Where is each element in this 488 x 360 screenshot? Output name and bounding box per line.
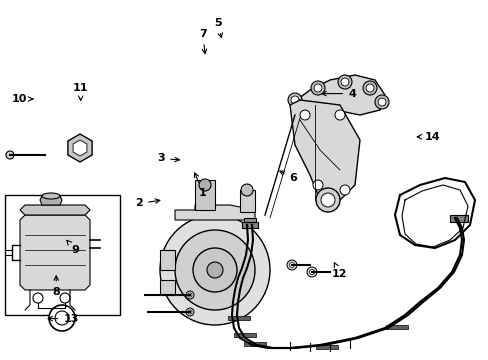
Polygon shape xyxy=(160,280,175,295)
Circle shape xyxy=(287,93,302,107)
Circle shape xyxy=(312,180,323,190)
Circle shape xyxy=(365,84,373,92)
Polygon shape xyxy=(242,222,258,228)
Circle shape xyxy=(199,179,210,191)
Polygon shape xyxy=(73,140,87,156)
Polygon shape xyxy=(40,196,62,205)
Polygon shape xyxy=(289,75,384,115)
Polygon shape xyxy=(289,100,359,200)
Text: 12: 12 xyxy=(331,263,347,279)
Bar xyxy=(240,190,254,212)
Polygon shape xyxy=(20,215,90,290)
Polygon shape xyxy=(68,134,92,162)
Circle shape xyxy=(206,262,223,278)
Circle shape xyxy=(374,95,388,109)
Circle shape xyxy=(286,260,296,270)
Circle shape xyxy=(60,293,70,303)
Circle shape xyxy=(362,81,376,95)
Polygon shape xyxy=(195,180,215,210)
Text: 2: 2 xyxy=(135,198,160,208)
Circle shape xyxy=(49,305,75,331)
Circle shape xyxy=(309,270,314,274)
Circle shape xyxy=(377,98,385,106)
Text: 11: 11 xyxy=(73,83,88,100)
Circle shape xyxy=(315,188,339,212)
Circle shape xyxy=(185,308,194,316)
Text: 1: 1 xyxy=(194,173,206,198)
Text: 3: 3 xyxy=(157,153,179,163)
Text: 5: 5 xyxy=(213,18,222,37)
Polygon shape xyxy=(385,325,407,329)
Circle shape xyxy=(340,78,348,86)
Polygon shape xyxy=(234,333,256,337)
Text: 4: 4 xyxy=(321,89,355,99)
Polygon shape xyxy=(449,215,467,222)
Text: 9: 9 xyxy=(67,240,80,255)
Circle shape xyxy=(175,230,254,310)
Polygon shape xyxy=(244,218,256,222)
Circle shape xyxy=(185,291,194,299)
Bar xyxy=(5,195,120,315)
Circle shape xyxy=(337,75,351,89)
Text: 13: 13 xyxy=(48,314,79,324)
Text: 8: 8 xyxy=(52,276,60,297)
Circle shape xyxy=(187,293,192,297)
Circle shape xyxy=(339,185,349,195)
Text: 7: 7 xyxy=(199,29,206,54)
Polygon shape xyxy=(244,342,265,346)
Circle shape xyxy=(6,151,14,159)
Circle shape xyxy=(55,311,69,325)
Circle shape xyxy=(193,248,237,292)
Circle shape xyxy=(187,310,192,314)
Circle shape xyxy=(33,293,43,303)
Circle shape xyxy=(334,110,345,120)
Circle shape xyxy=(313,84,321,92)
Circle shape xyxy=(290,96,298,104)
Text: 10: 10 xyxy=(12,94,33,104)
Polygon shape xyxy=(175,205,254,220)
Polygon shape xyxy=(160,250,175,270)
Circle shape xyxy=(160,215,269,325)
Circle shape xyxy=(320,193,334,207)
Circle shape xyxy=(310,81,325,95)
Circle shape xyxy=(241,184,252,196)
Polygon shape xyxy=(20,205,90,215)
Circle shape xyxy=(289,262,294,267)
Circle shape xyxy=(299,110,309,120)
Polygon shape xyxy=(315,345,337,349)
Text: 14: 14 xyxy=(416,132,440,142)
Ellipse shape xyxy=(42,193,60,199)
Circle shape xyxy=(306,267,316,277)
Polygon shape xyxy=(227,316,249,320)
Text: 6: 6 xyxy=(279,171,297,183)
